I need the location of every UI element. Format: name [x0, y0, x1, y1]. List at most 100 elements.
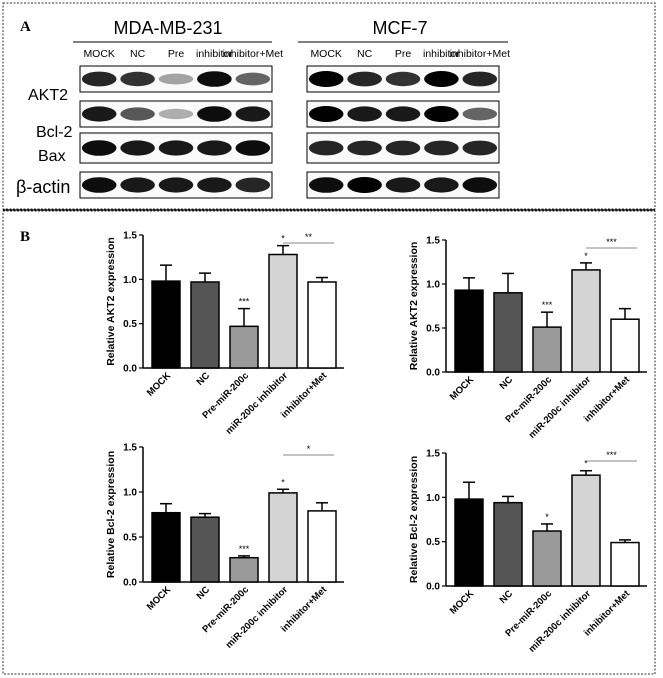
- y-tick-label: 1.5: [426, 449, 440, 460]
- y-tick-label: 1.5: [123, 231, 137, 242]
- y-tick-label: 0.0: [426, 368, 440, 379]
- bar-nc: [190, 516, 220, 583]
- panel-b-label: B: [20, 229, 30, 245]
- panel-b-border: [2, 210, 656, 675]
- x-tick-label: MOCK: [145, 584, 173, 612]
- bar-mock: [151, 511, 181, 583]
- y-tick-label: 0.5: [426, 537, 440, 548]
- bar-pre-mir-200c: [229, 556, 259, 583]
- y-tick-label: 0.0: [123, 578, 137, 589]
- significance-mark: *: [545, 512, 549, 522]
- panel-a-label: A: [20, 19, 31, 35]
- bar-chart-4: 0.0 0.5 1.0 1.5 Relative Bcl-2 expression MOC…: [408, 449, 647, 655]
- band: [347, 106, 382, 122]
- blot-strip-bax: [79, 132, 273, 164]
- band: [308, 177, 344, 193]
- significance-mark: *: [281, 477, 285, 487]
- y-axis-label: Relative AKT2 expression: [408, 242, 420, 371]
- band: [462, 71, 498, 87]
- y-tick-label: 1.5: [426, 236, 440, 247]
- significance-mark: *: [584, 459, 588, 469]
- bar-nc: [493, 501, 523, 587]
- band: [81, 177, 117, 193]
- y-tick-label: 1.0: [123, 275, 137, 286]
- bar-mir-200c-inhibitor: [268, 492, 298, 583]
- y-tick-label: 0.0: [123, 364, 137, 375]
- panel-a-border: [2, 2, 656, 210]
- bracket-significance: ***: [606, 237, 617, 247]
- bar-nc: [493, 292, 523, 373]
- row-label-bax: Bax: [38, 148, 66, 165]
- bar-nc: [190, 281, 220, 369]
- blot-strip-akt2: [306, 65, 500, 93]
- blot-strip-akt2: [79, 65, 273, 93]
- bar-inhibitor-met: [307, 510, 337, 583]
- bracket-significance: *: [307, 444, 311, 454]
- band: [385, 106, 421, 122]
- x-tick-label: NC: [498, 374, 516, 392]
- bar-chart-1: 0.0 0.5 1.0 1.5 Relative AKT2 expression MOCK…: [105, 231, 344, 437]
- band: [347, 71, 382, 87]
- lane-label: Pre: [395, 48, 412, 60]
- y-tick-label: 0.5: [123, 319, 137, 330]
- band: [308, 106, 344, 122]
- lane-label: inhibitor+Met: [450, 48, 510, 60]
- x-tick-label: MOCK: [145, 370, 173, 398]
- band: [197, 177, 232, 193]
- band: [308, 140, 344, 156]
- band: [158, 177, 194, 193]
- blot-strip-bcl-2: [306, 100, 500, 128]
- blot-strip-bcl-2: [79, 100, 273, 128]
- band: [385, 140, 421, 156]
- x-tick-label: NC: [498, 588, 516, 606]
- lane-label: MOCK: [83, 48, 115, 60]
- bracket-significance: ***: [606, 450, 617, 460]
- x-tick-label: MOCK: [448, 374, 476, 402]
- bar-mir-200c-inhibitor: [571, 474, 601, 587]
- lane-label: Pre: [168, 48, 185, 60]
- band: [462, 140, 498, 156]
- lane-label: NC: [130, 48, 146, 60]
- band: [424, 177, 459, 193]
- band: [424, 140, 459, 156]
- band: [308, 71, 344, 87]
- band: [347, 140, 382, 156]
- significance-mark: *: [281, 234, 285, 244]
- band: [120, 107, 155, 121]
- band: [462, 177, 498, 193]
- band: [120, 71, 155, 87]
- bar-mir-200c-inhibitor: [268, 253, 298, 369]
- band: [385, 177, 421, 193]
- band: [197, 140, 232, 156]
- bar-mir-200c-inhibitor: [571, 269, 601, 373]
- band: [462, 107, 498, 121]
- bracket-significance: **: [305, 232, 313, 242]
- y-tick-label: 1.0: [426, 493, 440, 504]
- band: [81, 106, 117, 122]
- x-tick-label: NC: [195, 584, 213, 602]
- bar-inhibitor-met: [307, 281, 337, 369]
- band: [347, 177, 382, 193]
- y-axis-label: Relative AKT2 expression: [105, 237, 117, 366]
- band: [424, 71, 459, 87]
- band: [197, 71, 232, 87]
- y-axis-label: Relative Bcl-2 expression: [408, 456, 420, 583]
- y-tick-label: 0.5: [426, 324, 440, 335]
- band: [158, 108, 194, 120]
- band: [235, 177, 271, 193]
- cell-line-title: MCF-7: [373, 18, 428, 38]
- bar-pre-mir-200c: [532, 530, 562, 587]
- bar-chart-3: 0.0 0.5 1.0 1.5 Relative Bcl-2 expression MOC…: [105, 443, 344, 651]
- lane-label: inhibitor: [423, 48, 460, 60]
- band: [120, 177, 155, 193]
- bar-chart-2: 0.0 0.5 1.0 1.5 Relative AKT2 expression MOCK…: [408, 236, 647, 441]
- significance-mark: *: [584, 251, 588, 261]
- cell-line-title: MDA-MB-231: [113, 18, 222, 38]
- blot-mda-mb-231: MDA-MB-231 MOCK NC Pre inhibitorinhibitor+Me…: [73, 18, 283, 199]
- significance-mark: ***: [542, 300, 553, 310]
- blot-strip-β-actin: [306, 171, 500, 199]
- band: [81, 71, 117, 87]
- significance-mark: ***: [239, 297, 250, 307]
